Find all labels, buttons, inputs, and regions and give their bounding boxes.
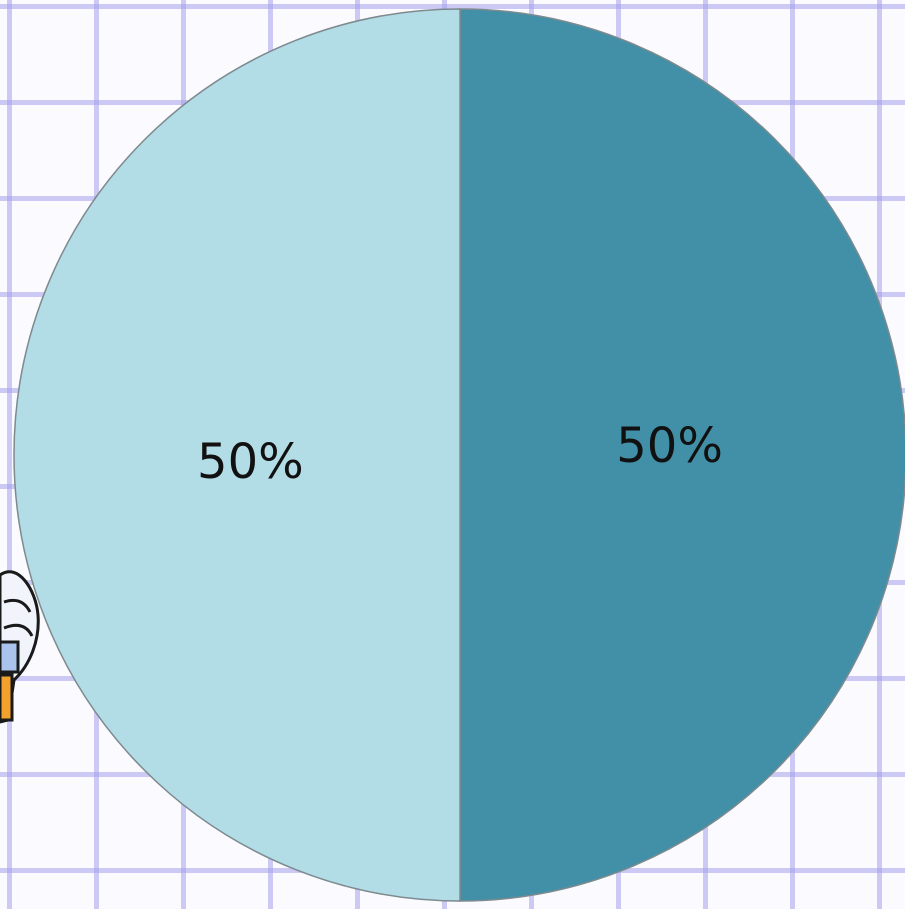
pie-slices	[14, 9, 905, 901]
slice-value-label: 50%	[197, 434, 304, 490]
cartoon-hand-pointer-icon	[0, 572, 38, 722]
slice-value-label: 50%	[616, 418, 723, 474]
